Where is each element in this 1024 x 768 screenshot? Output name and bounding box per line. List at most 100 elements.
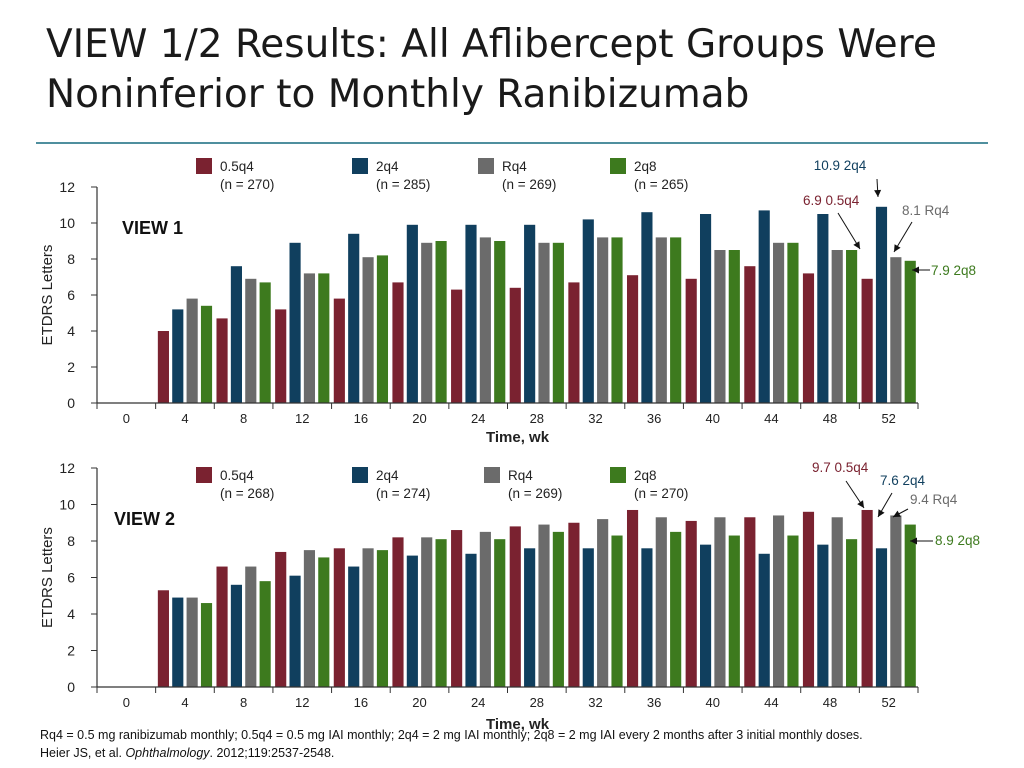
bar-0.5q4-wk44	[744, 266, 756, 403]
bar-2q4-wk28	[524, 548, 536, 687]
bar-2q8-wk44	[787, 535, 799, 687]
x-tick-label: 12	[295, 695, 309, 710]
bar-2q4-wk52	[875, 548, 888, 687]
annotation-2q4: 7.6 2q4	[880, 473, 926, 488]
citation-journal: Ophthalmology	[125, 746, 210, 760]
bar-2q4-wk4	[172, 309, 184, 403]
bar-2q4-wk36	[641, 212, 653, 403]
citation-authors: Heier JS, et al.	[40, 746, 126, 760]
annotation-Rq4: 8.1 Rq4	[902, 203, 950, 218]
chart-title: VIEW 1	[122, 218, 183, 238]
bar-2q8-wk32	[611, 535, 623, 687]
bar-2q8-wk36	[670, 531, 682, 687]
x-tick-label: 12	[295, 411, 309, 426]
bar-0.5q4-wk24	[451, 530, 463, 687]
bar-2q8-wk48	[846, 250, 858, 403]
bar-0.5q4-wk48	[802, 511, 815, 687]
bar-0.5q4-wk32	[568, 282, 580, 403]
bar-Rq4-wk36	[655, 237, 667, 403]
bar-2q8-wk16	[376, 550, 389, 687]
bar-Rq4-wk4	[186, 298, 198, 403]
bar-0.5q4-wk4	[157, 590, 169, 687]
legend-label-2q4: 2q4	[376, 468, 399, 483]
x-tick-label: 24	[471, 695, 485, 710]
bar-2q4-wk44	[758, 210, 770, 403]
slide-title: VIEW 1/2 Results: All Aflibercept Groups…	[46, 20, 996, 120]
bar-2q4-wk36	[641, 548, 653, 687]
x-tick-label: 48	[823, 411, 837, 426]
x-tick-label: 8	[240, 695, 247, 710]
legend-swatch-Rq4	[478, 158, 494, 174]
bar-2q8-wk52	[904, 260, 916, 403]
bar-2q8-wk20	[435, 539, 447, 687]
bar-2q4-wk12	[289, 242, 301, 403]
annotation-arrowhead-Rq4	[894, 244, 901, 252]
bar-Rq4-wk32	[597, 237, 609, 403]
bar-0.5q4-wk32	[568, 522, 580, 687]
bar-0.5q4-wk36	[626, 509, 639, 687]
annotation-arrowhead-0.5q4	[853, 241, 860, 249]
legend-swatch-0.5q4	[196, 158, 212, 174]
y-tick-label: 10	[59, 215, 75, 231]
legend-swatch-2q8	[610, 158, 626, 174]
bar-2q8-wk8	[259, 581, 271, 687]
bar-0.5q4-wk12	[275, 309, 287, 403]
bar-0.5q4-wk36	[626, 275, 639, 403]
bar-2q4-wk44	[758, 553, 770, 687]
bar-2q4-wk12	[289, 575, 301, 687]
bar-0.5q4-wk20	[392, 537, 404, 687]
bar-0.5q4-wk8	[216, 566, 228, 687]
legend-swatch-2q4	[352, 158, 368, 174]
y-tick-label: 0	[67, 395, 75, 411]
annotation-arrowhead-2q4	[874, 189, 882, 197]
bar-2q8-wk4	[200, 603, 213, 687]
bar-Rq4-wk8	[245, 278, 257, 403]
legend-label-2q8: 2q8	[634, 159, 657, 174]
x-tick-label: 4	[181, 411, 188, 426]
bar-0.5q4-wk16	[333, 548, 345, 687]
bar-2q4-wk40	[699, 214, 712, 403]
bar-0.5q4-wk4	[157, 331, 169, 403]
y-tick-label: 8	[67, 533, 75, 549]
legend-n-Rq4: (n = 269)	[502, 177, 556, 192]
citation: Heier JS, et al. Ophthalmology. 2012;119…	[40, 744, 1010, 762]
y-tick-label: 10	[59, 497, 75, 513]
legend-label-Rq4: Rq4	[502, 159, 527, 174]
bar-2q4-wk48	[817, 214, 829, 403]
x-tick-label: 28	[530, 695, 544, 710]
x-tick-label: 16	[354, 411, 368, 426]
x-tick-label: 48	[823, 695, 837, 710]
bar-2q8-wk4	[200, 305, 213, 403]
x-tick-label: 0	[123, 695, 130, 710]
annotation-arrowhead-0.5q4	[857, 500, 864, 508]
bar-2q4-wk8	[230, 266, 242, 403]
bar-Rq4-wk12	[303, 273, 316, 403]
annotation-arrowhead-Rq4	[893, 510, 901, 517]
bar-0.5q4-wk48	[802, 273, 815, 403]
legend-label-0.5q4: 0.5q4	[220, 159, 254, 174]
x-tick-label: 52	[881, 411, 895, 426]
bar-0.5q4-wk40	[685, 278, 697, 403]
legend-n-0.5q4: (n = 270)	[220, 177, 274, 192]
x-tick-label: 16	[354, 695, 368, 710]
bar-2q4-wk28	[524, 224, 536, 403]
x-tick-label: 36	[647, 695, 661, 710]
y-axis-label: ETDRS Letters	[39, 527, 56, 628]
bar-2q4-wk48	[817, 544, 829, 687]
legend-label-0.5q4: 0.5q4	[220, 468, 254, 483]
bar-0.5q4-wk8	[216, 318, 228, 403]
footnote: Rq4 = 0.5 mg ranibizumab monthly; 0.5q4 …	[40, 726, 1010, 762]
annotation-pointer-0.5q4	[837, 212, 861, 250]
x-tick-label: 44	[764, 695, 778, 710]
bar-2q4-wk40	[699, 544, 712, 687]
x-tick-label: 20	[412, 695, 426, 710]
bar-Rq4-wk24	[479, 531, 491, 687]
legend-swatch-Rq4	[484, 467, 500, 483]
x-axis-label: Time, wk	[486, 716, 550, 733]
y-tick-label: 12	[59, 179, 75, 195]
bar-Rq4-wk8	[245, 566, 257, 687]
bar-0.5q4-wk20	[392, 282, 404, 403]
x-tick-label: 32	[588, 411, 602, 426]
x-tick-label: 0	[123, 411, 130, 426]
